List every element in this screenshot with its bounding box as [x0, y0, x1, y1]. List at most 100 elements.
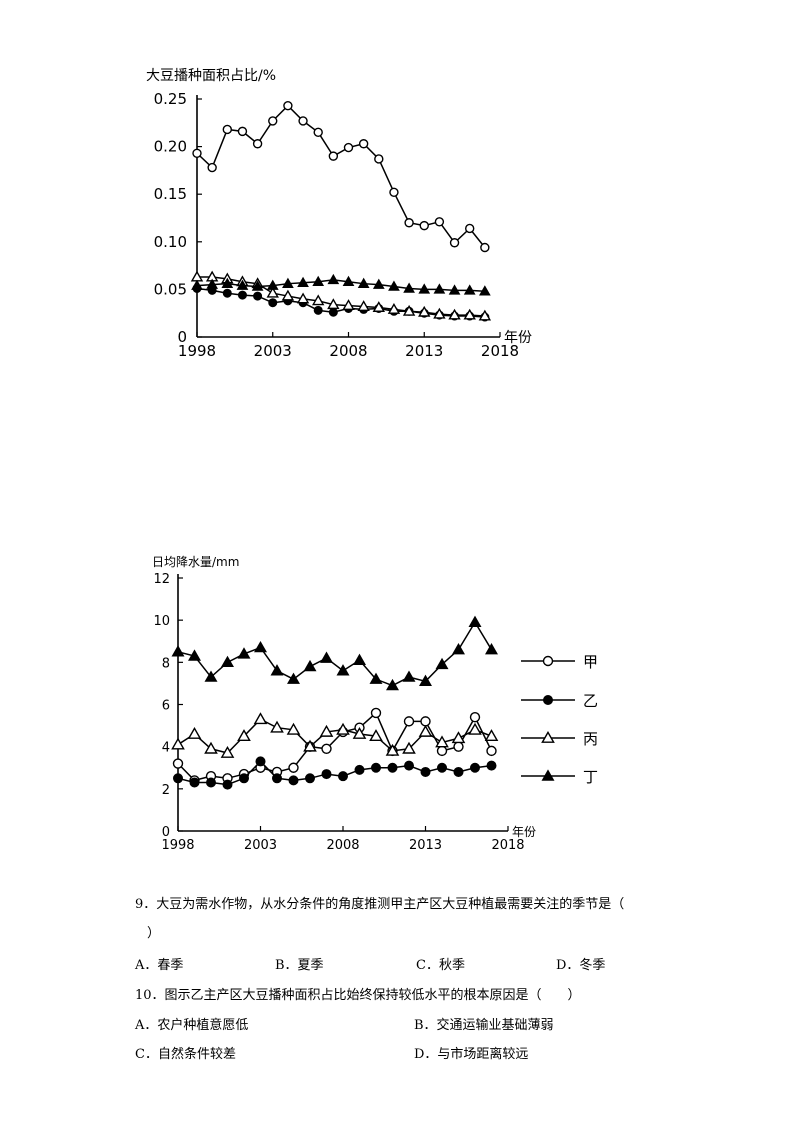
point-open-triangle: [369, 729, 383, 742]
question-10-option-d[interactable]: D．与市场距离较远: [414, 1047, 529, 1062]
point-open-circle: [358, 139, 369, 149]
question-9-option-b[interactable]: B．夏季: [275, 958, 324, 973]
x-tick-label: 1998: [178, 342, 216, 360]
legend-marker: [541, 769, 555, 781]
point-open-triangle: [484, 729, 499, 742]
point-open-triangle: [220, 745, 235, 758]
series-line-open-circle: [177, 711, 493, 782]
y-tick-label: 4: [162, 741, 170, 756]
point-open-circle: [387, 745, 398, 757]
point-filled-triangle: [287, 672, 300, 684]
point-filled-triangle: [282, 277, 294, 288]
y-tick-label: 0.25: [154, 90, 187, 108]
question-10-option-c[interactable]: C．自然条件较差: [135, 1047, 236, 1062]
x-axis-label: 年份: [504, 330, 532, 346]
point-filled-triangle: [357, 277, 370, 288]
point-filled-triangle: [342, 275, 355, 287]
point-filled-triangle: [388, 280, 400, 291]
point-open-circle: [298, 116, 308, 126]
point-open-triangle: [204, 741, 218, 754]
point-open-triangle: [402, 304, 416, 316]
point-open-triangle: [266, 286, 279, 298]
point-open-triangle: [319, 724, 334, 737]
point-filled-circle: [305, 773, 315, 784]
y-tick-label: 0.10: [154, 233, 187, 251]
point-open-circle: [237, 126, 248, 137]
legend-label: 甲: [583, 653, 598, 671]
point-filled-triangle: [204, 670, 218, 682]
point-open-triangle: [336, 722, 350, 735]
point-filled-triangle: [419, 674, 432, 687]
point-filled-triangle: [266, 279, 279, 290]
point-open-circle: [434, 217, 445, 227]
x-tick-label: 2013: [405, 342, 443, 360]
point-open-triangle: [327, 298, 340, 310]
point-filled-circle: [255, 756, 266, 767]
point-filled-circle: [328, 307, 338, 317]
question-10-option-a[interactable]: A．农户种植意愿低: [135, 1018, 249, 1033]
x-tick-label: 2013: [409, 838, 442, 853]
point-filled-triangle: [448, 284, 461, 295]
point-open-triangle: [448, 308, 461, 320]
point-filled-triangle: [191, 279, 203, 290]
point-filled-triangle: [297, 276, 309, 287]
point-filled-circle: [387, 762, 398, 773]
y-tick-label: 10: [153, 614, 170, 629]
point-filled-circle: [288, 775, 299, 786]
y-tick-label: 8: [162, 656, 170, 671]
question-10-option-b[interactable]: B．交通运输业基础薄弱: [414, 1018, 554, 1033]
point-open-triangle: [303, 739, 317, 752]
point-filled-triangle: [236, 279, 249, 290]
point-filled-triangle: [372, 278, 385, 289]
x-tick-label: 2003: [254, 342, 292, 360]
point-filled-triangle: [188, 649, 201, 661]
y-tick-label: 0.15: [154, 185, 187, 203]
point-filled-circle: [222, 288, 232, 298]
point-open-circle: [354, 722, 365, 733]
legend-marker: [541, 730, 555, 743]
question-9-stem-line1: 9．大豆为需水作物，从水分条件的角度推测甲主产区大豆种植最需要关注的季节是（: [135, 897, 625, 912]
point-open-circle: [337, 726, 349, 738]
question-9-option-c[interactable]: C．秋季: [416, 958, 465, 973]
point-open-circle: [238, 768, 250, 780]
point-open-circle: [469, 711, 481, 723]
point-filled-triangle: [221, 277, 234, 288]
point-open-triangle: [478, 309, 492, 321]
point-open-triangle: [385, 743, 400, 756]
y-axis-label: 大豆播种面积占比/%: [146, 68, 276, 84]
point-open-circle: [453, 741, 464, 752]
series-line-filled-triangle: [177, 620, 493, 687]
point-open-circle: [313, 127, 323, 138]
point-filled-triangle: [485, 643, 498, 655]
y-tick-label: 0.05: [154, 280, 187, 298]
point-open-circle: [271, 766, 283, 778]
point-filled-circle: [371, 762, 381, 773]
point-open-circle: [419, 220, 429, 231]
point-open-triangle: [451, 731, 466, 744]
y-tick-label: 0.20: [154, 138, 187, 156]
point-filled-circle: [404, 760, 414, 771]
y-tick-label: 0: [177, 328, 187, 346]
legend-label: 乙: [583, 692, 598, 710]
point-filled-triangle: [327, 273, 340, 285]
y-tick-label: 12: [153, 572, 170, 587]
point-filled-circle: [486, 760, 497, 771]
point-filled-circle: [453, 766, 464, 777]
point-open-circle: [255, 762, 266, 773]
series-line-filled-circle: [177, 760, 492, 786]
point-open-triangle: [468, 722, 482, 735]
point-open-circle: [205, 770, 217, 782]
point-open-triangle: [281, 289, 295, 301]
question-9-option-a[interactable]: A．春季: [135, 958, 184, 973]
x-tick-label: 2003: [244, 838, 277, 853]
point-open-triangle: [387, 302, 401, 314]
question-9-option-d[interactable]: D．冬季: [556, 958, 606, 973]
point-open-circle: [288, 762, 299, 773]
point-open-triangle: [352, 726, 367, 739]
point-filled-triangle: [312, 275, 325, 287]
point-open-triangle: [357, 300, 370, 311]
point-open-circle: [449, 238, 460, 248]
point-open-circle: [370, 707, 382, 719]
x-tick-label: 2018: [481, 342, 519, 360]
